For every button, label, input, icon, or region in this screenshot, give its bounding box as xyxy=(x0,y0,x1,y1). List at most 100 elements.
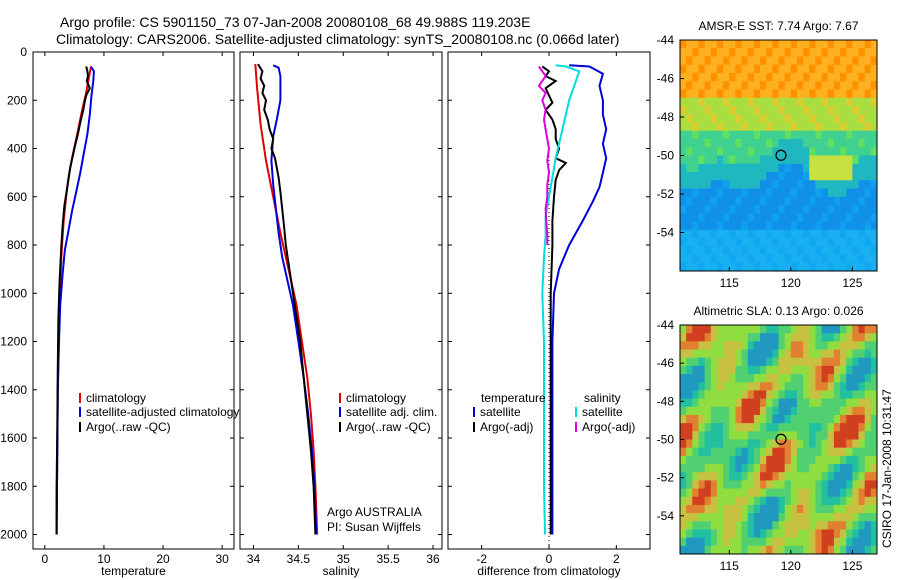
heatmap-cell xyxy=(735,188,742,198)
heatmap-cell xyxy=(680,188,687,198)
heatmap-cell xyxy=(772,40,779,49)
heatmap-cell xyxy=(686,238,693,247)
heatmap-cell xyxy=(833,97,841,107)
heatmap-cell xyxy=(735,447,742,457)
heatmap-cell xyxy=(840,188,847,198)
heatmap-cell xyxy=(747,496,755,506)
heatmap-cell xyxy=(716,447,724,457)
heatmap-cell xyxy=(741,423,749,432)
heatmap-cell xyxy=(827,423,835,432)
heatmap-cell xyxy=(821,106,829,115)
heatmap-cell xyxy=(735,172,742,181)
heatmap-cell xyxy=(716,180,724,189)
heatmap-cell xyxy=(729,229,736,239)
heatmap-cell xyxy=(827,130,835,140)
legend-label: satellite-adjusted climatology xyxy=(86,405,239,419)
heatmap-cell xyxy=(846,439,853,449)
heatmap-cell xyxy=(827,114,835,123)
heatmap-cell xyxy=(686,254,693,264)
heatmap-cell xyxy=(796,374,804,383)
heatmap-cell xyxy=(778,496,786,506)
heatmap-cell xyxy=(858,406,866,416)
y-tick-label: -54 xyxy=(657,226,675,240)
heatmap-cell xyxy=(840,333,847,342)
heatmap-cell xyxy=(741,254,749,264)
heatmap-cell xyxy=(710,374,718,383)
x-tick-label: 34 xyxy=(247,552,261,566)
heatmap-cell xyxy=(680,97,687,107)
temperature-panel: 0 10 20 30temperature0200400600800100012001… xyxy=(0,45,239,578)
heatmap-cell xyxy=(772,374,779,383)
heatmap-cell xyxy=(803,423,810,432)
heatmap-cell xyxy=(704,73,712,82)
heatmap-cell xyxy=(778,238,786,247)
series-line-argo xyxy=(55,66,91,535)
heatmap-cell xyxy=(747,365,755,375)
heatmap-cell xyxy=(815,122,822,132)
heatmap-cell xyxy=(753,455,761,465)
heatmap-cell xyxy=(698,423,706,432)
heatmap-cell xyxy=(741,414,749,424)
heatmap-cell xyxy=(680,333,687,342)
heatmap-cell xyxy=(710,56,718,66)
heatmap-cell xyxy=(692,73,699,82)
heatmap-cell xyxy=(680,382,687,391)
heatmap-cell xyxy=(821,147,829,156)
heatmap-cell xyxy=(790,341,798,350)
heatmap-cell xyxy=(704,122,712,132)
heatmap-cell xyxy=(753,423,761,432)
heatmap-cell xyxy=(741,262,749,272)
heatmap-cell xyxy=(692,349,699,359)
heatmap-cell xyxy=(729,106,736,115)
series-line-argo xyxy=(257,63,317,535)
heatmap-cell xyxy=(870,97,878,107)
heatmap-cell xyxy=(870,122,878,132)
heatmap-cell xyxy=(716,480,724,489)
heatmap-cell xyxy=(772,480,779,489)
heatmap-cell xyxy=(729,56,736,66)
heatmap-cell xyxy=(766,81,773,90)
heatmap-cell xyxy=(846,447,853,457)
heatmap-cell xyxy=(840,147,847,156)
series-line-argo xyxy=(541,65,568,535)
heatmap-cell xyxy=(680,114,687,123)
heatmap-cell xyxy=(760,64,767,74)
heatmap-cell xyxy=(741,172,749,181)
heatmap-cell xyxy=(704,205,712,214)
heatmap-cell xyxy=(735,521,742,530)
heatmap-cell xyxy=(815,464,822,473)
heatmap-cell xyxy=(741,48,749,57)
heatmap-cell xyxy=(686,180,693,189)
heatmap-cell xyxy=(803,139,810,148)
heatmap-cell xyxy=(827,122,835,132)
heatmap-cell xyxy=(753,431,761,440)
heatmap-cell xyxy=(821,81,829,90)
heatmap-cell xyxy=(790,64,798,74)
heatmap-cell xyxy=(870,106,878,115)
heatmap-cell xyxy=(870,205,878,214)
heatmap-cell xyxy=(870,390,878,400)
heatmap-cell xyxy=(723,325,730,334)
heatmap-cell xyxy=(784,205,792,214)
heatmap-cell xyxy=(716,521,724,530)
heatmap-cell xyxy=(852,122,859,132)
heatmap-cell xyxy=(735,431,742,440)
heatmap-cell xyxy=(803,414,810,424)
heatmap-cell xyxy=(735,64,742,74)
heatmap-cell xyxy=(790,56,798,66)
heatmap-cell xyxy=(821,529,829,539)
heatmap-cell xyxy=(840,254,847,264)
heatmap-cell xyxy=(729,48,736,57)
heatmap-cell xyxy=(710,464,718,473)
heatmap-cell xyxy=(680,374,687,383)
heatmap-cell xyxy=(747,545,755,555)
heatmap-cell xyxy=(790,480,798,489)
heatmap-cell xyxy=(704,163,712,173)
heatmap-cell xyxy=(840,213,847,222)
heatmap-cell xyxy=(686,64,693,74)
heatmap-cell xyxy=(790,81,798,90)
heatmap-cell xyxy=(809,89,816,99)
heatmap-cell xyxy=(753,414,761,424)
heatmap-cell xyxy=(686,262,693,272)
heatmap-cell xyxy=(870,64,878,74)
